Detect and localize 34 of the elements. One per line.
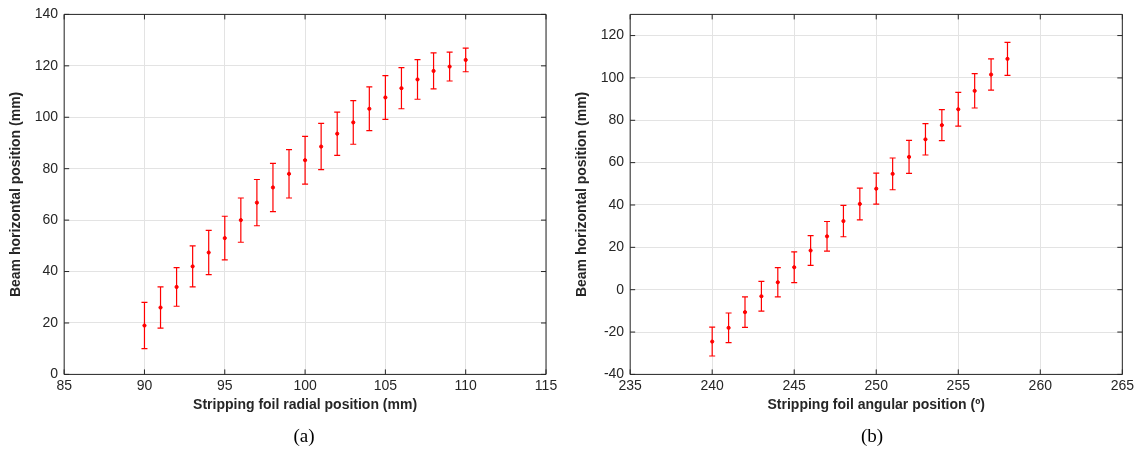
y-tick-label: 120 xyxy=(34,56,59,73)
y-tick-label: 40 xyxy=(42,262,59,279)
x-tick-label: 255 xyxy=(946,376,971,393)
x-tick-label: 100 xyxy=(293,376,317,393)
y-tick-label: 100 xyxy=(600,68,625,85)
y-tick-label: 20 xyxy=(608,238,625,255)
y-axis-title: Beam horizontal position (mm) xyxy=(7,91,24,298)
x-axis-title: Stripping foil angular position (º) xyxy=(767,396,985,413)
y-tick-label: 80 xyxy=(42,159,59,176)
x-tick-label: 265 xyxy=(1110,376,1135,393)
x-tick-label: 95 xyxy=(216,376,233,393)
x-tick-label: 105 xyxy=(373,376,398,393)
y-tick-label: 0 xyxy=(616,280,625,297)
y-tick-label: 60 xyxy=(42,210,59,227)
x-tick-label: 245 xyxy=(782,376,807,393)
y-tick-label: 60 xyxy=(608,153,625,170)
y-tick-label: 20 xyxy=(42,313,59,330)
x-tick-label: 90 xyxy=(136,376,153,393)
y-tick-label: -20 xyxy=(603,322,625,339)
x-tick-label: 110 xyxy=(454,376,478,393)
x-tick-label: 250 xyxy=(864,376,889,393)
y-tick-label: 120 xyxy=(600,26,625,43)
x-axis-title: Stripping foil radial position (mm) xyxy=(193,396,418,413)
x-tick-label: 240 xyxy=(700,376,725,393)
text: (a) xyxy=(292,425,316,447)
x-tick-label: 85 xyxy=(56,376,73,393)
x-tick-label: 260 xyxy=(1028,376,1053,393)
y-tick-label: 140 xyxy=(34,5,59,22)
y-tick-label: 100 xyxy=(34,108,59,125)
y-tick-label: 80 xyxy=(608,111,625,128)
x-tick-label: 115 xyxy=(534,376,558,393)
text: (b) xyxy=(859,425,885,447)
y-axis-title: Beam horizontal position (mm) xyxy=(573,91,590,298)
y-tick-label: 40 xyxy=(608,195,625,212)
